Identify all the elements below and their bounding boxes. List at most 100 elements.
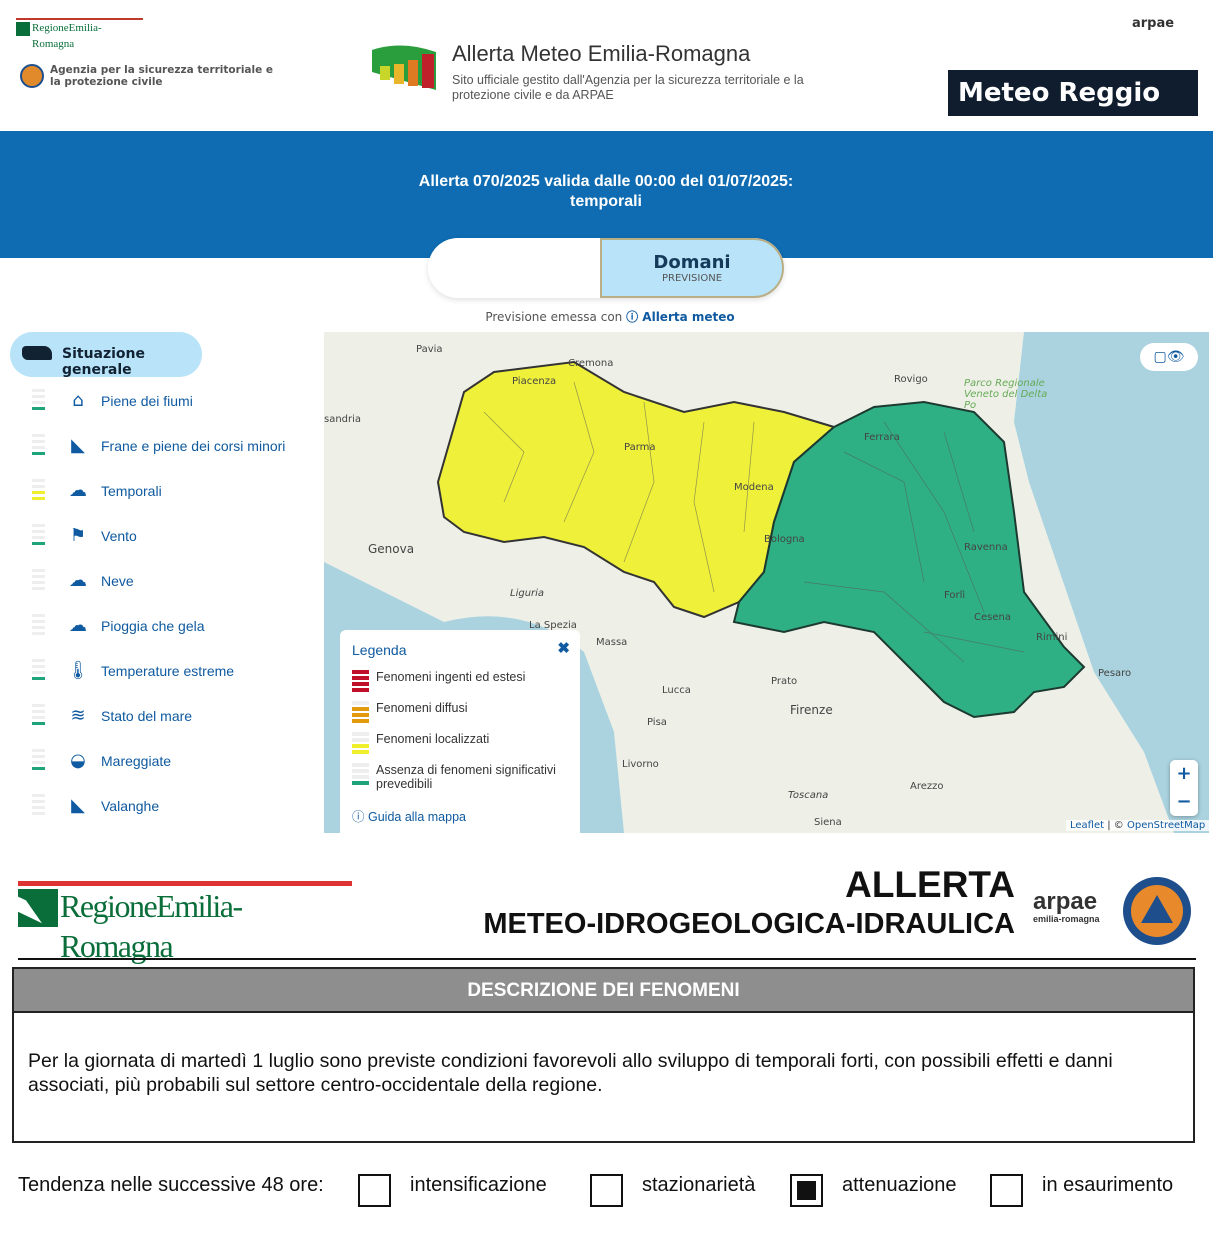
map-place-label: Toscana [788,790,829,801]
map-place-label: Pavia [416,344,443,355]
map-place-label: Rimini [1036,632,1068,643]
bulletin-subtitle: METEO-IDROGEOLOGICA-IDRAULICA [483,908,1015,940]
level-indicator [32,434,45,458]
map-place-label: Parco Regionale Veneto del Delta Po [964,378,1048,411]
alert-title: Allerta 070/2025 valida dalle 00:00 del … [418,173,794,210]
level-indicator [32,569,45,593]
description-text: Per la giornata di martedì 1 luglio sono… [28,1050,1113,1096]
green-alert-zone [732,400,1086,719]
info-icon: ⓘ [352,810,365,824]
level-indicator [32,794,45,818]
section-header: DESCRIZIONE DEI FENOMENI [14,969,1193,1013]
zoom-out-button[interactable]: − [1176,791,1192,812]
map-place-label: Cesena [974,612,1011,623]
map-place-label: Pesaro [1098,668,1132,679]
map-place-label: Arezzo [910,781,944,792]
map-place-label: Ferrara [864,432,900,443]
sidebar-item-pioggia-che-gela[interactable]: ☁ Pioggia che gela [30,614,320,644]
sidebar-item-stato-del-mare[interactable]: ≋ Stato del mare [30,704,320,734]
snow-cloud-icon: ☁ [69,570,87,591]
sidebar-item-frane-e-piene-dei-corsi-minori[interactable]: ◣ Frane e piene dei corsi minori [30,434,320,464]
level-indicator [32,479,45,503]
layer-visibility-toggle[interactable]: ▢👁 [1140,343,1198,371]
description-box: DESCRIZIONE DEI FENOMENI Per la giornata… [12,967,1195,1143]
trend-option-label: intensificazione [410,1174,547,1196]
sidebar-item-valanghe[interactable]: ◣ Valanghe [30,794,320,824]
region-map-icon [22,346,52,360]
thermometer-icon: 🌡 [66,660,90,681]
map-place-label: Prato [771,676,798,687]
bulletin-region-logo: RegioneEmilia-Romagna [18,881,352,964]
zoom-in-button[interactable]: + [1176,763,1192,784]
civil-protection-icon [20,64,44,88]
zoom-control: + − [1170,760,1198,816]
sidebar-item-piene-dei-fiumi[interactable]: ⌂ Piene dei fiumi [30,389,320,419]
map-legend: Legenda ✖ Fenomeni ingenti ed estesi Feno… [340,630,580,833]
trend-option-label: attenuazione [842,1174,957,1196]
sea-area [1014,332,1209,833]
alert-banner [0,131,1213,258]
map-place-label: La Spezia [529,620,577,631]
trend-checkbox[interactable] [590,1174,623,1207]
leaflet-link[interactable]: Leaflet [1070,820,1105,831]
meteoreggio-logo[interactable]: Meteo Reggio [948,70,1198,116]
level-indicator [32,614,45,638]
map-guide-link[interactable]: ⓘ Guida alla mappa [352,810,466,824]
site-subtitle: Sito ufficiale gestito dall'Agenzia per … [452,73,804,102]
map-place-label: Siena [814,817,842,828]
trend-label: Tendenza nelle successive 48 ore: [18,1174,324,1196]
alert-info-icon: ⓘ [626,310,639,324]
house-flood-icon: ⌂ [72,390,84,411]
avalanche-icon: ◣ [71,795,85,816]
arpae-logo[interactable]: arpae [1132,16,1175,31]
sidebar-item-situazione-generale[interactable]: Situazione generale [10,332,202,378]
map-place-label: Firenze [790,703,833,717]
freezing-rain-icon: ☁ [69,615,87,636]
trend-row: Tendenza nelle successive 48 ore: intens… [18,1172,1208,1207]
sidebar-item-temperature-estreme[interactable]: 🌡 Temperature estreme [30,659,320,689]
level-indicator [32,389,45,413]
waves-icon: ≋ [70,705,86,726]
storm-surge-icon: ◒ [70,750,86,771]
sidebar-item-vento[interactable]: ⚑ Vento [30,524,320,554]
sidebar-item-temporali[interactable]: ☁ Temporali [30,479,320,509]
divider [18,958,1196,960]
trend-checkbox[interactable] [790,1174,823,1207]
map-place-label: Rovigo [894,374,928,385]
legend-swatch [352,670,369,694]
map-place-label: Piacenza [512,376,557,387]
osm-link[interactable]: OpenStreetMap [1126,820,1206,831]
municipal-boundaries [483,381,1025,663]
issued-note: Previsione emessa con ⓘ Allerta meteo [485,310,735,324]
civil-protection-logo [1123,877,1191,945]
map-place-label: Cremona [568,358,614,369]
map-place-label: Pisa [647,717,667,728]
map-place-label: sandria [324,414,362,425]
thunderstorm-icon: ☁ [69,480,87,501]
bulletin-arpae-logo: arpae emilia-romagna [1033,888,1100,924]
eye-icon: 👁 [1166,349,1185,365]
trend-option-label: in esaurimento [1042,1174,1174,1196]
windsock-icon: ⚑ [69,525,87,546]
sidebar-item-mareggiate[interactable]: ◒ Mareggiate [30,749,320,779]
map-place-label: Genova [368,542,415,556]
trend-checkbox[interactable] [358,1174,391,1207]
legend-swatch [352,763,369,787]
layers-icon: ▢ [1153,349,1167,365]
sidebar-item-neve[interactable]: ☁ Neve [30,569,320,599]
region-logo[interactable]: RegioneEmilia-Romagna [16,18,143,50]
site-title: Allerta Meteo Emilia-Romagna [452,41,751,66]
trend-checkbox[interactable] [990,1174,1023,1207]
trend-option-label: stazionarietà [642,1174,756,1196]
close-icon[interactable]: ✖ [557,640,570,657]
site-logo[interactable] [372,42,438,90]
allerta-meteo-link[interactable]: ⓘ Allerta meteo [626,310,735,324]
map-place-label: Forlì [944,590,966,601]
map-attribution: Leaflet | © OpenStreetMap [1066,820,1210,831]
tab-domani[interactable]: Domani PREVISIONE [600,238,784,298]
agency-logo[interactable]: Agenzia per la sicurezza territoriale e … [20,64,280,88]
bulletin-title: ALLERTA [845,864,1015,905]
map-place-label: Liguria [510,588,545,599]
map-place-label: Parma [624,442,656,453]
map-place-label: Modena [734,482,774,493]
